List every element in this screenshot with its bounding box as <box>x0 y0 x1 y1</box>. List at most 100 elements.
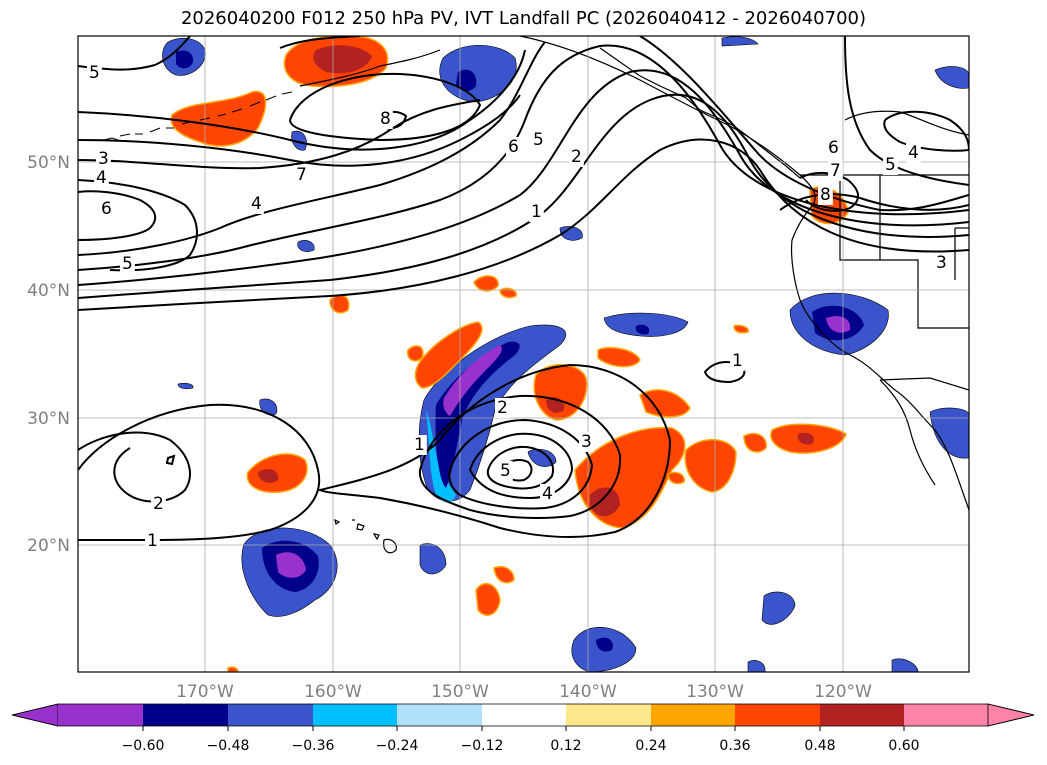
colorbar-tick-label: 0.24 <box>635 738 666 754</box>
contour-label-backing <box>828 161 843 181</box>
lat-label-40n: 40°N <box>27 281 70 301</box>
lat-label-30n: 30°N <box>27 409 70 429</box>
colorbar-bin <box>397 704 482 726</box>
contour-label-backing <box>906 143 921 163</box>
contour-label-backing <box>883 155 898 175</box>
coastlines <box>299 36 969 511</box>
pv-positive-core <box>258 469 279 483</box>
pv-positive-blob <box>743 432 767 453</box>
contour-line <box>799 172 859 212</box>
lon-label-140w: 140°W <box>559 682 617 702</box>
lon-label-170w: 170°W <box>176 682 234 702</box>
contour-line <box>883 110 969 152</box>
colorbar-bin <box>228 704 313 726</box>
contour-label-backing <box>87 63 102 83</box>
pv-positive-blob <box>246 453 308 494</box>
pv-positive-blob <box>639 389 691 418</box>
contour-label-backing <box>826 138 841 158</box>
pv-positive-blob <box>667 471 685 485</box>
contour-label-backing <box>934 253 949 273</box>
pv-negative-core <box>635 324 650 335</box>
contour-line <box>78 179 198 272</box>
colorbar-tick-label: 0.36 <box>719 738 750 754</box>
contour-line <box>165 454 176 466</box>
colorbar-bin <box>904 704 988 726</box>
contour-label-backing <box>730 351 745 371</box>
latitude-labels: 50°N 40°N 30°N 20°N <box>27 153 70 556</box>
bering-coast <box>844 110 969 136</box>
pv-positive-blob <box>475 582 501 616</box>
pv-positive-core <box>797 432 814 445</box>
pv-positive-blob <box>733 324 750 334</box>
contour-line <box>639 36 969 212</box>
contour-line <box>486 446 554 490</box>
hawaii-islands <box>334 518 397 554</box>
colorbar-bin <box>482 704 566 726</box>
contour-label: 1 <box>147 531 158 551</box>
pv-negative-blob <box>603 312 689 337</box>
contour-line <box>703 361 746 384</box>
contour-label: 2 <box>153 494 164 514</box>
pv-negative-blob <box>419 543 447 575</box>
contour-line <box>844 36 969 186</box>
contour-line <box>316 363 672 538</box>
contour-label-backing <box>120 254 135 274</box>
contour-line <box>78 99 481 170</box>
pv-negative-core <box>596 637 613 652</box>
colorbar-tick-label: 0.12 <box>550 738 581 754</box>
colorbar-bin <box>566 704 651 726</box>
colorbar-tick-label: −0.60 <box>122 738 165 754</box>
lat-label-50n: 50°N <box>27 153 70 173</box>
pv-shading <box>162 36 969 672</box>
colorbar-tick-label: −0.12 <box>461 738 504 754</box>
state-border <box>839 175 969 329</box>
lat-label-20n: 20°N <box>27 536 70 556</box>
pv-negative-blob <box>297 240 315 252</box>
contour-label-backing <box>99 199 114 219</box>
contour-label: 2 <box>571 147 582 167</box>
contour-line <box>289 72 482 142</box>
contour-line <box>468 432 574 500</box>
contour-label-backing <box>294 165 309 185</box>
contour-label: 4 <box>251 194 262 214</box>
contour-label: 2 <box>497 398 508 418</box>
pv-negative-blob <box>747 660 766 672</box>
colorbar-bin <box>58 704 143 726</box>
contour-label: 6 <box>101 199 112 219</box>
contour-label: 6 <box>828 138 839 158</box>
contour-label: 5 <box>89 63 100 83</box>
pv-negative-purple <box>443 345 502 416</box>
colorbar-tick-label: −0.24 <box>376 738 419 754</box>
contour-line <box>78 94 521 167</box>
colorbar-bin <box>820 704 904 726</box>
contour-label-backing <box>569 147 584 167</box>
pv-positive-blob <box>406 345 424 362</box>
contour-label-backing <box>249 194 264 214</box>
contour-label: 5 <box>122 254 133 274</box>
pv-positive-blob <box>597 346 641 368</box>
pv-negative-core <box>176 50 194 69</box>
lon-label-160w: 160°W <box>304 682 362 702</box>
contour-label: 5 <box>533 130 544 150</box>
colorbar-bin <box>313 704 397 726</box>
contour-label: 5 <box>500 461 511 481</box>
colorbar-tick-label: −0.36 <box>292 738 335 754</box>
west-coast <box>790 239 969 511</box>
colorbar-arrow-left <box>11 703 59 727</box>
contour-label: 8 <box>380 109 391 129</box>
pv-negative-purple <box>826 316 851 333</box>
contour-line <box>78 49 526 151</box>
contour-label: 4 <box>96 168 107 188</box>
contour-label-backing <box>506 137 521 157</box>
contour-label: 7 <box>830 161 841 181</box>
contour-label-backing <box>531 130 546 150</box>
pv-positive-core <box>590 487 620 517</box>
pv-negative-blob <box>929 407 969 459</box>
contour-label-backing <box>378 109 393 129</box>
contour-label-backing <box>529 202 544 222</box>
contour-line <box>279 36 361 49</box>
ivt-contours <box>78 36 969 542</box>
gridlines <box>78 36 969 672</box>
contour-label: 3 <box>581 432 592 452</box>
